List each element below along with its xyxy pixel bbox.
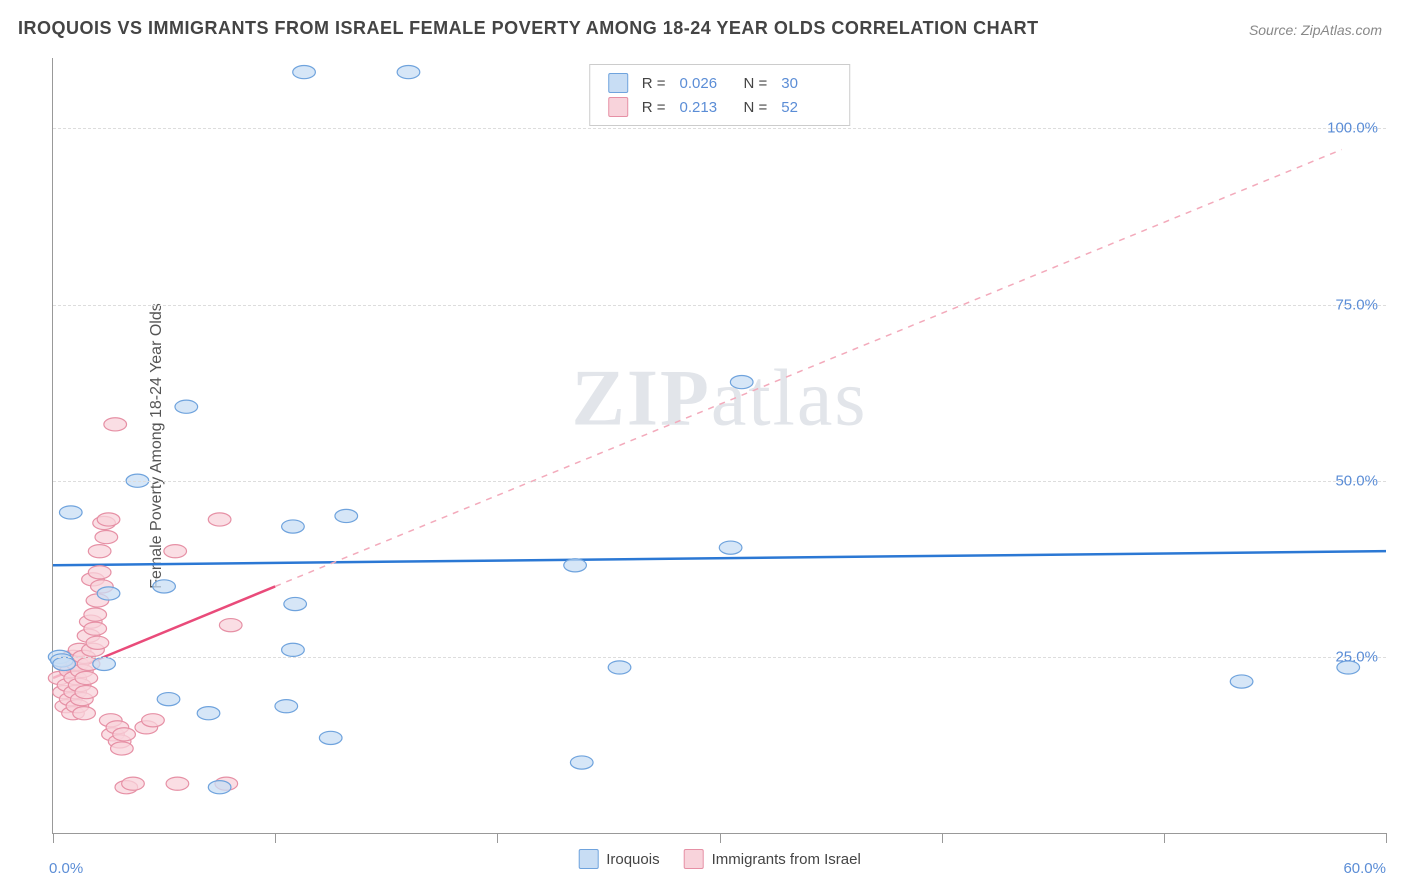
legend-swatch-icon [578, 849, 598, 869]
grid-line [53, 481, 1386, 482]
x-tick [497, 833, 498, 843]
chart-title: IROQUOIS VS IMMIGRANTS FROM ISRAEL FEMAL… [18, 18, 1039, 39]
x-tick [720, 833, 721, 843]
x-tick-label: 0.0% [49, 860, 83, 877]
legend-swatch-icon [684, 849, 704, 869]
y-tick-label: 50.0% [1335, 472, 1378, 489]
y-tick-label: 25.0% [1335, 648, 1378, 665]
plot-area: ZIPatlas R =0.026N =30R =0.213N =52 Iroq… [52, 58, 1386, 834]
x-tick [1386, 833, 1387, 843]
legend-label: Immigrants from Israel [712, 851, 861, 868]
x-tick [275, 833, 276, 843]
scatter-svg [53, 58, 1386, 833]
legend-item: Iroquois [578, 849, 659, 869]
grid-line [53, 128, 1386, 129]
grid-line [53, 657, 1386, 658]
x-tick [1164, 833, 1165, 843]
x-tick [942, 833, 943, 843]
y-tick-label: 75.0% [1335, 296, 1378, 313]
legend-label: Iroquois [606, 851, 659, 868]
series-legend: Iroquois Immigrants from Israel [578, 849, 861, 869]
grid-line [53, 305, 1386, 306]
x-tick-label: 60.0% [1343, 860, 1386, 877]
source-attribution: Source: ZipAtlas.com [1249, 22, 1382, 38]
correlation-chart: IROQUOIS VS IMMIGRANTS FROM ISRAEL FEMAL… [0, 0, 1406, 892]
legend-item: Immigrants from Israel [684, 849, 861, 869]
x-tick [53, 833, 54, 843]
y-tick-label: 100.0% [1327, 120, 1378, 137]
